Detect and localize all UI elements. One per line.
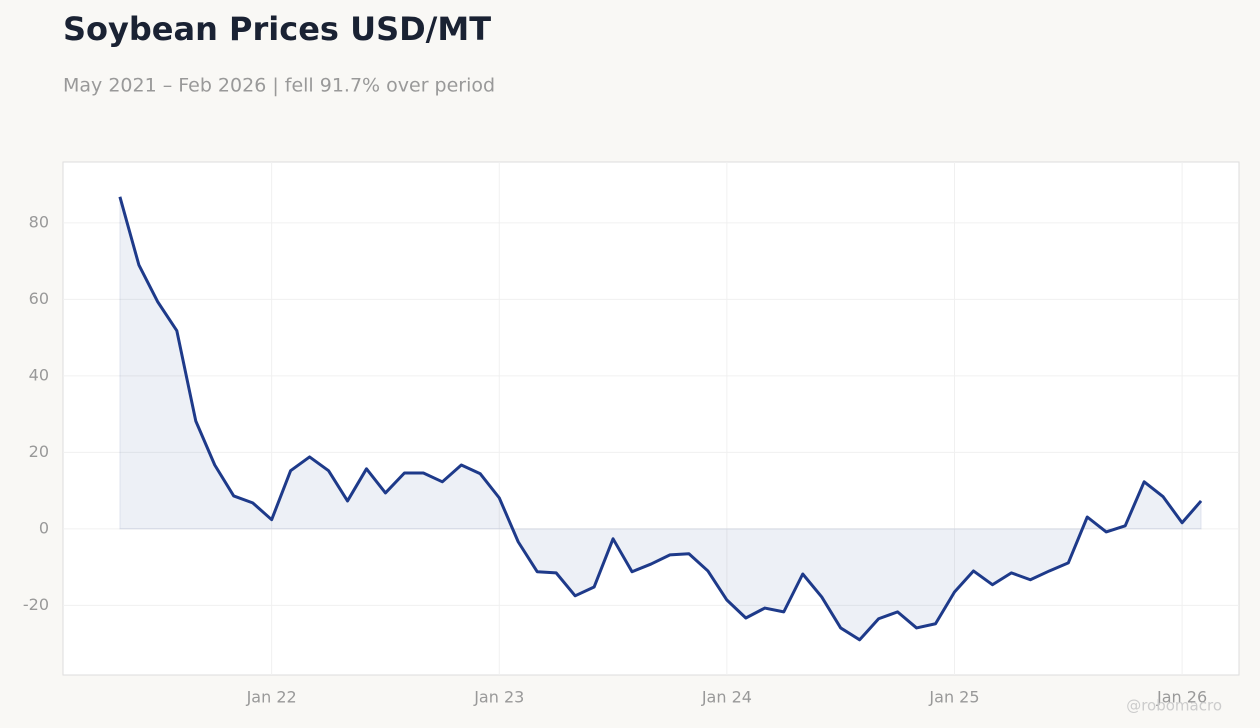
x-tick-label: Jan 25 <box>928 688 979 707</box>
x-tick-label: Jan 22 <box>246 688 297 707</box>
plot-area <box>62 161 1240 676</box>
chart-subtitle: May 2021 – Feb 2026 | fell 91.7% over pe… <box>63 75 495 97</box>
line <box>118 196 1203 642</box>
chart-title: Soybean Prices USD/MT <box>63 10 491 48</box>
y-tick-label: 80 <box>29 212 49 231</box>
x-tick-label: Jan 24 <box>701 688 752 707</box>
y-tick-label: 40 <box>29 365 49 384</box>
y-tick-label: -20 <box>23 595 49 614</box>
watermark: @robomacro <box>1126 697 1222 715</box>
x-tick-label: Jan 23 <box>473 688 524 707</box>
y-tick-label: 0 <box>39 518 49 537</box>
y-tick-label: 20 <box>29 442 49 461</box>
x-tick-label: Jan 26 <box>1156 688 1207 707</box>
y-tick-label: 60 <box>29 289 49 308</box>
